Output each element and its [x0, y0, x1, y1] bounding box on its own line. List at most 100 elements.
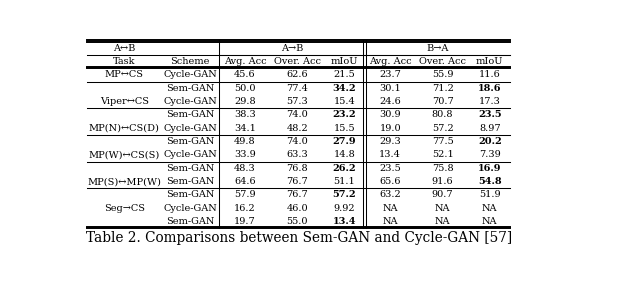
Text: 16.9: 16.9 [478, 164, 502, 173]
Text: MP(S)↔MP(W): MP(S)↔MP(W) [87, 177, 161, 186]
Text: 65.6: 65.6 [380, 177, 401, 186]
Text: NA: NA [383, 217, 398, 226]
Text: 54.8: 54.8 [478, 177, 502, 186]
Text: 75.8: 75.8 [432, 164, 453, 173]
Text: 77.5: 77.5 [432, 137, 454, 146]
Text: 19.0: 19.0 [380, 124, 401, 133]
Text: 15.4: 15.4 [333, 97, 355, 106]
Text: 80.8: 80.8 [432, 111, 453, 120]
Text: 63.3: 63.3 [286, 150, 308, 159]
Text: 24.6: 24.6 [380, 97, 401, 106]
Text: 74.0: 74.0 [286, 137, 308, 146]
Text: 57.3: 57.3 [286, 97, 308, 106]
Text: Table 2. Comparisons between Sem-GAN and Cycle-GAN [57]: Table 2. Comparisons between Sem-GAN and… [86, 231, 512, 245]
Text: 57.9: 57.9 [234, 191, 256, 199]
Text: 46.0: 46.0 [287, 204, 308, 213]
Text: Cycle-GAN: Cycle-GAN [163, 97, 217, 106]
Text: Sem-GAN: Sem-GAN [166, 111, 214, 120]
Text: 51.9: 51.9 [479, 191, 500, 199]
Text: 8.97: 8.97 [479, 124, 500, 133]
Text: 30.9: 30.9 [380, 111, 401, 120]
Text: 91.6: 91.6 [432, 177, 453, 186]
Text: 20.2: 20.2 [478, 137, 502, 146]
Text: 38.3: 38.3 [234, 111, 256, 120]
Text: 13.4: 13.4 [380, 150, 401, 159]
Text: 51.1: 51.1 [333, 177, 355, 186]
Text: Sem-GAN: Sem-GAN [166, 84, 214, 93]
Text: 7.39: 7.39 [479, 150, 500, 159]
Text: 52.1: 52.1 [432, 150, 454, 159]
Text: 26.2: 26.2 [333, 164, 356, 173]
Text: 55.0: 55.0 [287, 217, 308, 226]
Text: 23.5: 23.5 [380, 164, 401, 173]
Text: 30.1: 30.1 [380, 84, 401, 93]
Text: mIoU: mIoU [476, 57, 504, 66]
Text: NA: NA [383, 204, 398, 213]
Text: 49.8: 49.8 [234, 137, 256, 146]
Text: Scheme: Scheme [170, 57, 210, 66]
Text: Cycle-GAN: Cycle-GAN [163, 70, 217, 79]
Text: Sem-GAN: Sem-GAN [166, 191, 214, 199]
Text: 76.8: 76.8 [287, 164, 308, 173]
Text: A↔B: A↔B [113, 44, 135, 53]
Text: 90.7: 90.7 [432, 191, 453, 199]
Text: NA: NA [482, 204, 497, 213]
Text: 77.4: 77.4 [286, 84, 308, 93]
Text: 14.8: 14.8 [333, 150, 355, 159]
Text: 64.6: 64.6 [234, 177, 256, 186]
Text: Sem-GAN: Sem-GAN [166, 217, 214, 226]
Text: 33.9: 33.9 [234, 150, 256, 159]
Text: 15.5: 15.5 [333, 124, 355, 133]
Text: 29.8: 29.8 [234, 97, 256, 106]
Text: Sem-GAN: Sem-GAN [166, 137, 214, 146]
Text: NA: NA [435, 217, 451, 226]
Text: 57.2: 57.2 [432, 124, 454, 133]
Text: 23.7: 23.7 [380, 70, 401, 79]
Text: 9.92: 9.92 [333, 204, 355, 213]
Text: Avg. Acc: Avg. Acc [223, 57, 266, 66]
Text: 57.2: 57.2 [333, 191, 356, 199]
Text: Cycle-GAN: Cycle-GAN [163, 124, 217, 133]
Text: B→A: B→A [426, 44, 449, 53]
Text: Cycle-GAN: Cycle-GAN [163, 204, 217, 213]
Text: 48.2: 48.2 [286, 124, 308, 133]
Text: 13.4: 13.4 [333, 217, 356, 226]
Text: Sem-GAN: Sem-GAN [166, 164, 214, 173]
Text: 23.5: 23.5 [478, 111, 502, 120]
Text: 16.2: 16.2 [234, 204, 256, 213]
Text: NA: NA [435, 204, 451, 213]
Text: 27.9: 27.9 [333, 137, 356, 146]
Text: Sem-GAN: Sem-GAN [166, 177, 214, 186]
Text: mIoU: mIoU [331, 57, 358, 66]
Text: 29.3: 29.3 [380, 137, 401, 146]
Text: 45.6: 45.6 [234, 70, 256, 79]
Text: 62.6: 62.6 [287, 70, 308, 79]
Text: 17.3: 17.3 [479, 97, 500, 106]
Text: 55.9: 55.9 [432, 70, 453, 79]
Text: 34.1: 34.1 [234, 124, 256, 133]
Text: MP(W)↔CS(S): MP(W)↔CS(S) [88, 150, 160, 159]
Text: Seg→CS: Seg→CS [104, 204, 145, 213]
Text: 70.7: 70.7 [432, 97, 454, 106]
Text: 76.7: 76.7 [286, 191, 308, 199]
Text: MP(N)↔CS(D): MP(N)↔CS(D) [89, 124, 159, 133]
Text: Over. Acc: Over. Acc [419, 57, 466, 66]
Text: Over. Acc: Over. Acc [274, 57, 321, 66]
Text: Avg. Acc: Avg. Acc [369, 57, 412, 66]
Text: MP↔CS: MP↔CS [105, 70, 143, 79]
Text: 18.6: 18.6 [478, 84, 502, 93]
Text: Viper↔CS: Viper↔CS [100, 97, 148, 106]
Text: 74.0: 74.0 [286, 111, 308, 120]
Text: Task: Task [113, 57, 136, 66]
Text: 63.2: 63.2 [380, 191, 401, 199]
Text: 34.2: 34.2 [333, 84, 356, 93]
Text: 48.3: 48.3 [234, 164, 256, 173]
Text: NA: NA [482, 217, 497, 226]
Text: 21.5: 21.5 [333, 70, 355, 79]
Text: Cycle-GAN: Cycle-GAN [163, 150, 217, 159]
Text: 76.7: 76.7 [286, 177, 308, 186]
Text: A→B: A→B [281, 44, 303, 53]
Text: 19.7: 19.7 [234, 217, 256, 226]
Text: 50.0: 50.0 [234, 84, 255, 93]
Text: 23.2: 23.2 [333, 111, 356, 120]
